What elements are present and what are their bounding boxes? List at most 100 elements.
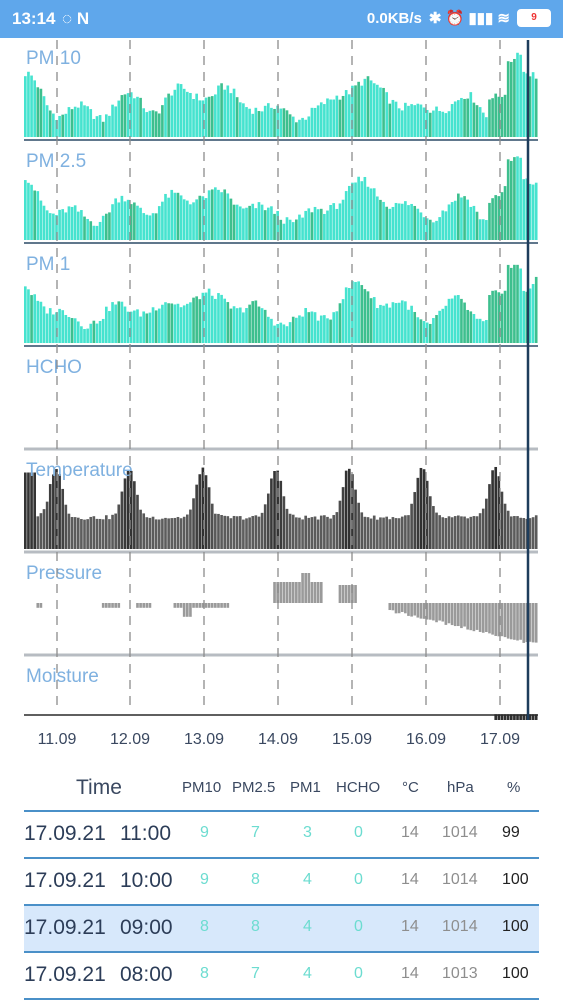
- sensor-charts[interactable]: PM 10 PM 2.5 PM 1 HCHO Temperature Pressure Mo…: [0, 40, 563, 720]
- pm1-bar: [48, 308, 52, 343]
- pm25-bar: [400, 203, 404, 240]
- pm10-bar: [95, 116, 99, 137]
- header-temperature: °C: [402, 779, 419, 796]
- pm10-bar: [413, 105, 417, 137]
- pm1-bar: [388, 307, 392, 343]
- temperature-bar: [223, 515, 227, 549]
- pm25-bar: [481, 219, 485, 240]
- pm1-bar: [192, 297, 195, 343]
- pm25-bar: [491, 198, 494, 240]
- pm1-bar: [326, 318, 329, 343]
- pm10-bar: [291, 116, 295, 137]
- pm10-bar: [295, 122, 298, 137]
- pm25-bar: [24, 180, 27, 240]
- temperature-bar: [407, 515, 410, 549]
- pressure-bar: [410, 603, 413, 617]
- temperature-bar: [394, 518, 398, 549]
- pm25-bar: [210, 189, 214, 240]
- pm25-bar: [376, 196, 379, 240]
- pm10-bar: [126, 93, 130, 137]
- pm10-bar: [497, 96, 501, 137]
- pm25-bar: [326, 210, 329, 240]
- pm25-bar: [295, 219, 298, 240]
- pm25-bar: [379, 199, 382, 240]
- pm10-bar: [164, 97, 167, 137]
- pm1-bar: [279, 322, 283, 343]
- row-hcho: 0: [354, 965, 363, 982]
- pm1-bar: [363, 289, 367, 343]
- pressure-bar: [307, 573, 311, 603]
- table-row[interactable]: 17.09.21 10:00 9 8 4 0 14 1014 100: [24, 859, 539, 906]
- pm25-bar: [316, 209, 320, 240]
- pm10-bar: [245, 107, 248, 137]
- pm25-bar: [494, 195, 498, 240]
- pm25-bar: [447, 204, 451, 240]
- pm1-bar: [33, 294, 36, 343]
- pm1-bar: [136, 309, 139, 343]
- pm25-bar: [161, 201, 164, 240]
- pm25-bar: [192, 202, 195, 240]
- pm25-bar: [64, 212, 68, 240]
- temperature-bar: [316, 519, 320, 549]
- pm1-bar: [173, 304, 177, 343]
- pm10-bar: [173, 89, 177, 137]
- table-row[interactable]: 17.09.21 11:00 9 7 3 0 14 1014 99: [24, 812, 539, 859]
- temperature-bar: [30, 472, 33, 549]
- table-row[interactable]: 17.09.21 08:00 8 7 4 0 14 1013 100: [24, 953, 539, 1000]
- temperature-bar: [295, 517, 298, 549]
- pm10-bar: [176, 83, 180, 137]
- temperature-bar: [126, 470, 130, 549]
- temperature-bar: [229, 518, 233, 549]
- pm1-bar: [235, 308, 239, 343]
- pm10-bar: [400, 110, 404, 137]
- pm1-bar: [260, 308, 264, 343]
- pm1-bar: [142, 311, 146, 343]
- date-label: 16.09: [405, 731, 447, 748]
- pm25-bar: [369, 188, 373, 240]
- pm25-bar: [469, 206, 473, 240]
- temperature-bar: [120, 491, 124, 549]
- temperature-bar: [64, 504, 68, 549]
- temperature-bar: [485, 498, 488, 549]
- pm1-bar: [220, 294, 223, 343]
- pm1-bars: [24, 264, 538, 343]
- pressure-bar: [497, 603, 501, 637]
- pm25-bar: [189, 204, 192, 240]
- pm10-bar: [388, 103, 392, 137]
- pm25-bar: [332, 203, 336, 240]
- pressure-bar: [114, 603, 117, 608]
- pm1-bar: [407, 309, 410, 343]
- pm10-bar: [369, 80, 373, 137]
- pm10-bar: [385, 92, 389, 137]
- pm10-bar: [329, 99, 332, 137]
- temperature-bar: [379, 517, 382, 549]
- pm25-bar: [173, 192, 177, 240]
- temperature-bar: [466, 518, 469, 549]
- pm25-bar: [195, 199, 198, 240]
- pm1-bar: [500, 293, 504, 343]
- pm10-bar: [316, 105, 320, 137]
- pm1-bar: [232, 306, 236, 343]
- pm25-bar: [419, 212, 423, 240]
- pm1-bar: [139, 316, 142, 343]
- pm10-bar: [76, 107, 80, 137]
- pm25-bar: [475, 211, 479, 240]
- pm1-bar: [282, 324, 286, 343]
- pm25-bar: [298, 214, 301, 240]
- pm1-bar: [167, 303, 170, 343]
- temperature-bar: [251, 516, 255, 549]
- row-pressure: 1014: [442, 824, 478, 841]
- pm25-bar: [229, 198, 233, 240]
- pm25-bar: [413, 205, 417, 240]
- pm1-bar: [444, 305, 448, 343]
- table-row[interactable]: 17.09.21 09:00 8 8 4 0 14 1014 100: [24, 906, 539, 953]
- pressure-bar: [463, 603, 466, 627]
- pressure-bar: [282, 582, 286, 603]
- temperature-bar: [111, 514, 114, 549]
- temperature-bar: [39, 513, 43, 549]
- pm1-bar: [210, 295, 214, 343]
- temperature-bar: [497, 476, 501, 549]
- pm10-bar: [491, 98, 494, 137]
- pressure-bar: [288, 582, 292, 603]
- temperature-bar: [154, 519, 158, 549]
